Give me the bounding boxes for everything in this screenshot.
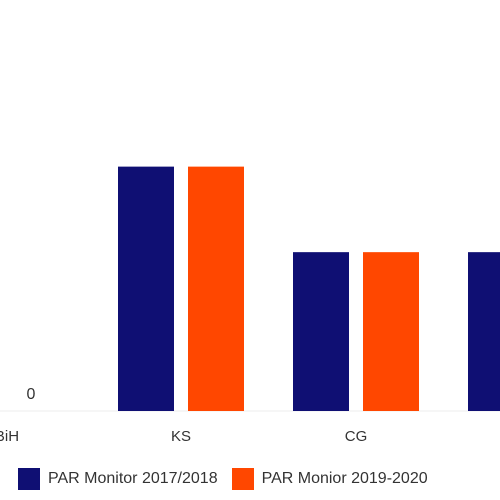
bar[interactable] xyxy=(363,252,419,411)
bar[interactable] xyxy=(468,252,500,411)
legend: PAR Monitor 2017/2018 PAR Monior 2019-20… xyxy=(18,468,428,490)
legend-item[interactable]: PAR Monitor 2017/2018 xyxy=(18,468,218,490)
x-tick-label: KS xyxy=(171,428,191,445)
bar[interactable] xyxy=(293,252,349,411)
legend-label: PAR Monitor 2017/2018 xyxy=(48,470,218,487)
bar[interactable] xyxy=(188,166,244,411)
legend-swatch xyxy=(18,468,40,490)
legend-item[interactable]: PAR Monior 2019-2020 xyxy=(231,468,428,490)
data-label: 0 xyxy=(27,386,36,403)
legend-label: PAR Monior 2019-2020 xyxy=(261,470,428,487)
legend-swatch xyxy=(231,468,254,490)
x-tick-label: BiH xyxy=(0,428,19,445)
x-tick-label: CG xyxy=(345,428,368,445)
bars-group xyxy=(118,166,500,411)
bar[interactable] xyxy=(118,166,174,411)
